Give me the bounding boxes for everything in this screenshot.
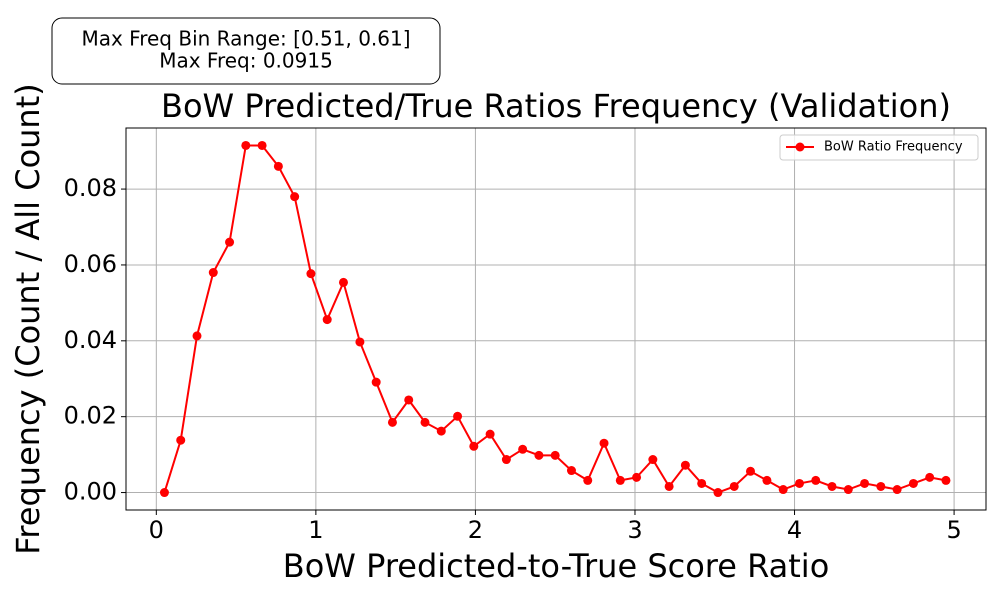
data-point bbox=[762, 475, 772, 485]
legend-box bbox=[779, 134, 979, 161]
data-point bbox=[192, 331, 202, 341]
data-point bbox=[925, 472, 935, 482]
data-point bbox=[729, 481, 739, 491]
y-tick-label: 0.00 bbox=[64, 478, 117, 506]
data-point bbox=[876, 481, 886, 491]
data-point bbox=[273, 161, 283, 171]
data-point bbox=[387, 417, 397, 427]
data-point bbox=[534, 450, 544, 460]
data-point bbox=[257, 140, 267, 150]
data-point bbox=[338, 277, 348, 287]
data-point bbox=[420, 417, 430, 427]
x-tick-label: 4 bbox=[787, 516, 802, 544]
data-point bbox=[306, 269, 316, 279]
y-tick-label: 0.06 bbox=[64, 250, 117, 278]
data-point bbox=[550, 450, 560, 460]
annotation-box bbox=[51, 17, 441, 85]
x-tick-label: 1 bbox=[308, 516, 323, 544]
data-point bbox=[680, 460, 690, 470]
data-point bbox=[843, 485, 853, 495]
data-point bbox=[208, 268, 218, 278]
data-point bbox=[436, 426, 446, 436]
annotation: Max Freq: 0.0915 bbox=[159, 49, 333, 73]
data-point bbox=[566, 466, 576, 476]
y-tick-label: 0.08 bbox=[64, 174, 117, 202]
data-point bbox=[176, 435, 186, 445]
data-point bbox=[159, 488, 169, 498]
x-axis-label: BoW Predicted-to-True Score Ratio bbox=[283, 547, 830, 585]
data-point bbox=[225, 237, 235, 247]
x-tick-label: 2 bbox=[468, 516, 483, 544]
data-point bbox=[860, 478, 870, 488]
x-tick-label: 3 bbox=[627, 516, 642, 544]
data-point bbox=[241, 140, 251, 150]
data-point bbox=[778, 485, 788, 495]
chart-title: BoW Predicted/True Ratios Frequency (Val… bbox=[161, 87, 951, 125]
data-point bbox=[697, 478, 707, 488]
y-tick-label: 0.02 bbox=[64, 402, 117, 430]
data-point bbox=[322, 315, 332, 325]
x-tick-label: 5 bbox=[946, 516, 961, 544]
data-point bbox=[518, 444, 528, 454]
data-point bbox=[453, 411, 463, 421]
data-point bbox=[713, 488, 723, 498]
data-point bbox=[745, 466, 755, 476]
data-point bbox=[941, 475, 951, 485]
data-line bbox=[163, 144, 947, 494]
y-tick-label: 0.04 bbox=[64, 326, 117, 354]
data-point bbox=[908, 478, 918, 488]
data-point bbox=[501, 455, 511, 465]
data-point bbox=[485, 429, 495, 439]
data-point bbox=[794, 478, 804, 488]
x-tick-label: 0 bbox=[149, 516, 164, 544]
data-point bbox=[827, 481, 837, 491]
data-point bbox=[648, 455, 658, 465]
data-point bbox=[404, 395, 414, 405]
y-axis-label: Frequency (Count / All Count) bbox=[9, 83, 47, 554]
data-point bbox=[469, 441, 479, 451]
data-point bbox=[892, 485, 902, 495]
data-point bbox=[632, 472, 642, 482]
data-point bbox=[290, 192, 300, 202]
data-point bbox=[371, 377, 381, 387]
data-point bbox=[811, 475, 821, 485]
legend-marker bbox=[795, 142, 805, 152]
data-point bbox=[355, 337, 365, 347]
data-point bbox=[615, 475, 625, 485]
legend-label: BoW Ratio Frequency bbox=[824, 140, 963, 155]
data-point bbox=[599, 438, 609, 448]
plot-frame bbox=[125, 127, 987, 511]
data-point bbox=[583, 475, 593, 485]
annotation: Max Freq Bin Range: [0.51, 0.61] bbox=[81, 27, 410, 51]
data-point bbox=[664, 481, 674, 491]
